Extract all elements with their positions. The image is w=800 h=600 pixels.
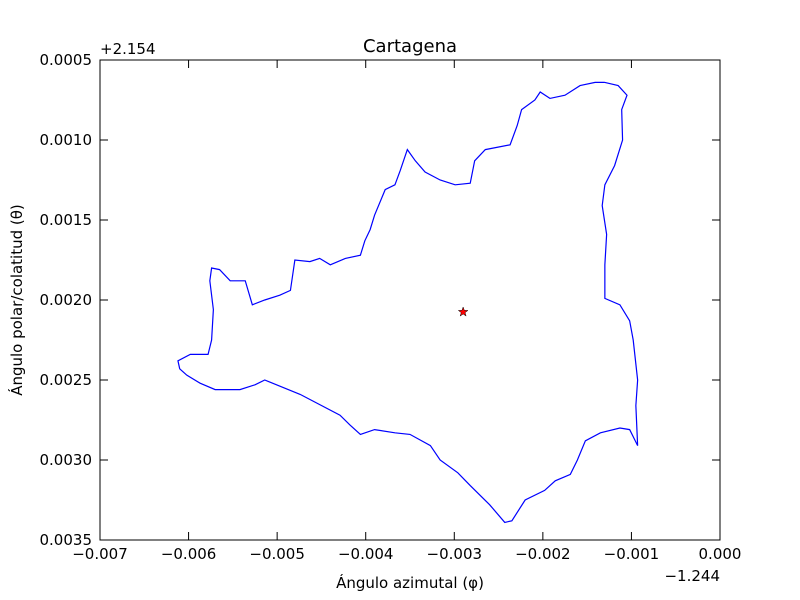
x-tick-label: −0.005 [249, 545, 305, 563]
y-tick-label: 0.0015 [40, 211, 93, 229]
boundary-line [177, 81, 639, 524]
chart-title: Cartagena [363, 36, 457, 57]
x-tick-label: 0.000 [699, 545, 742, 563]
y-tick-label: 0.0010 [40, 131, 93, 149]
x-tick-label: −0.001 [604, 545, 660, 563]
x-tick-label: −0.003 [427, 545, 483, 563]
y-tick-label: 0.0035 [40, 531, 93, 549]
y-tick-label: 0.0020 [40, 291, 93, 309]
x-offset-text: −1.244 [664, 567, 720, 585]
y-axis-label: Ángulo polar/colatitud (θ) [7, 204, 26, 396]
plot-frame [99, 59, 721, 541]
x-tick-label: −0.002 [515, 545, 571, 563]
x-tick-label: −0.006 [161, 545, 217, 563]
y-tick-label: 0.0005 [40, 51, 93, 69]
star-marker [457, 306, 469, 317]
x-tick-label: −0.004 [338, 545, 394, 563]
y-tick-label: 0.0025 [40, 371, 93, 389]
x-axis-label: Ángulo azimutal (φ) [336, 573, 484, 592]
x-tick-label: −0.007 [72, 545, 128, 563]
y-offset-text: +2.154 [100, 40, 156, 58]
y-tick-label: 0.0030 [40, 451, 93, 469]
